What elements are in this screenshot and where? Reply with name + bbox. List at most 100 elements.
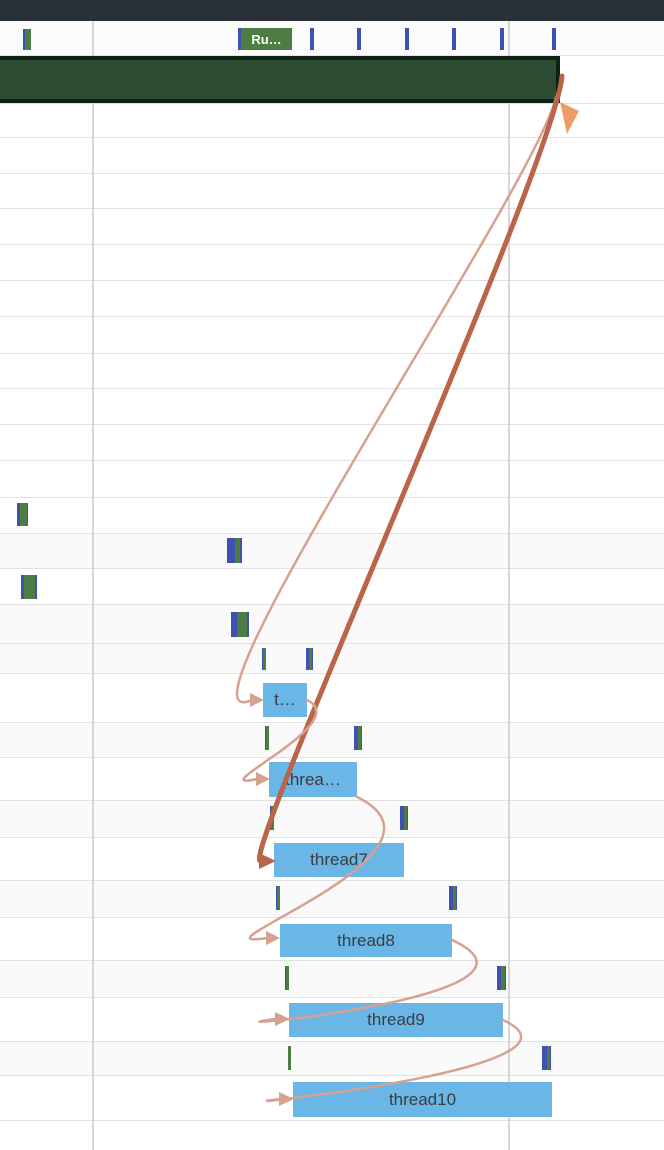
topbar [0,0,664,21]
track-row [0,1041,664,1075]
track-row [0,960,664,997]
track-row [0,643,664,673]
thread-state-marker[interactable] [276,886,280,910]
grid-hline [0,137,664,138]
grid-hline [0,388,664,389]
track-row [0,173,664,208]
state-running-segment [237,612,247,637]
grid-hline [0,244,664,245]
slice-label: thread7 [310,850,368,869]
mini-slice-label: Ru… [241,28,292,50]
thread-state-marker[interactable] [270,806,274,830]
state-runnable-segment [312,648,313,670]
state-runnable-segment [17,503,20,526]
state-runnable-segment [247,612,249,637]
grid-hline [0,880,664,881]
state-runnable-segment [505,966,506,990]
grid-hline [0,960,664,961]
track-row [0,497,664,533]
thread-state-marker[interactable] [288,1046,291,1070]
track-row [0,722,664,757]
grid-hline [0,1041,664,1042]
slice-thread7[interactable]: thread7 [274,843,404,877]
event-tick[interactable] [357,28,361,50]
selected-slice[interactable] [0,56,560,103]
grid-hline [0,1120,664,1121]
state-runnable-segment [23,29,25,50]
event-tick[interactable] [552,28,556,50]
thread-state-marker[interactable] [449,886,457,910]
slice-thread10[interactable]: thread10 [293,1082,552,1117]
grid-hline [0,280,664,281]
state-runnable-segment [238,28,241,50]
state-running-segment [263,648,266,670]
track-row [0,604,664,643]
state-running-segment [288,1046,291,1070]
thread-state-marker[interactable] [265,726,269,750]
track-row [0,1120,664,1150]
thread-state-marker[interactable] [285,966,289,990]
track-row [0,353,664,388]
slice-label: threa… [285,769,341,789]
grid-hline [0,424,664,425]
thread-state-marker[interactable] [542,1046,551,1070]
state-runnable-segment [449,886,453,910]
thread-state-marker[interactable] [21,575,37,599]
state-running-segment [24,575,35,599]
thread-state-marker[interactable] [497,966,506,990]
track-row [0,137,664,173]
state-running-segment [547,1046,550,1070]
thread-state-marker[interactable] [306,648,313,670]
grid-hline [0,673,664,674]
thread-state-marker[interactable] [400,806,408,830]
thread-state-marker[interactable] [231,612,249,637]
grid-hline [0,722,664,723]
track-row [0,800,664,837]
state-runnable-segment [361,726,362,750]
grid-hline [0,353,664,354]
slice-thread9[interactable]: thread9 [289,1003,503,1037]
track-row [0,244,664,280]
grid-hline [0,568,664,569]
grid-hline [0,997,664,998]
slice-t[interactable]: t… [263,683,307,717]
state-runnable-segment [456,886,457,910]
thread-state-marker[interactable] [17,503,28,526]
grid-vline [508,21,510,1150]
grid-vline [92,21,94,1150]
thread-state-marker[interactable] [23,29,31,50]
slice-running-mini[interactable]: Ru… [238,28,292,50]
grid-hline [0,316,664,317]
slice-thread8[interactable]: thread8 [280,924,452,957]
state-runnable-segment [27,503,28,526]
thread-state-marker[interactable] [262,648,266,670]
slice-label: thread10 [388,1089,457,1109]
grid-hline [0,55,664,56]
state-running-segment [25,29,31,50]
grid-hline [0,800,664,801]
state-runnable-segment [35,575,37,599]
state-running-segment [286,966,289,990]
thread-state-marker[interactable] [354,726,362,750]
track-row [0,460,664,497]
slice-threa[interactable]: threa… [269,762,357,797]
slice-label: t… [274,690,296,709]
event-tick[interactable] [500,28,504,50]
grid-hline [0,837,664,838]
state-running-segment [266,726,269,750]
track-row [0,208,664,244]
state-runnable-segment [550,1046,551,1070]
event-tick[interactable] [310,28,314,50]
state-running-segment [20,503,27,526]
grid-hline [0,917,664,918]
grid-hline [0,643,664,644]
state-runnable-segment [542,1046,547,1070]
state-runnable-segment [497,966,501,990]
grid-hline [0,103,664,104]
state-running-segment [277,886,280,910]
track-row [0,880,664,917]
event-tick[interactable] [405,28,409,50]
thread-state-marker[interactable] [227,538,242,563]
event-tick[interactable] [452,28,456,50]
